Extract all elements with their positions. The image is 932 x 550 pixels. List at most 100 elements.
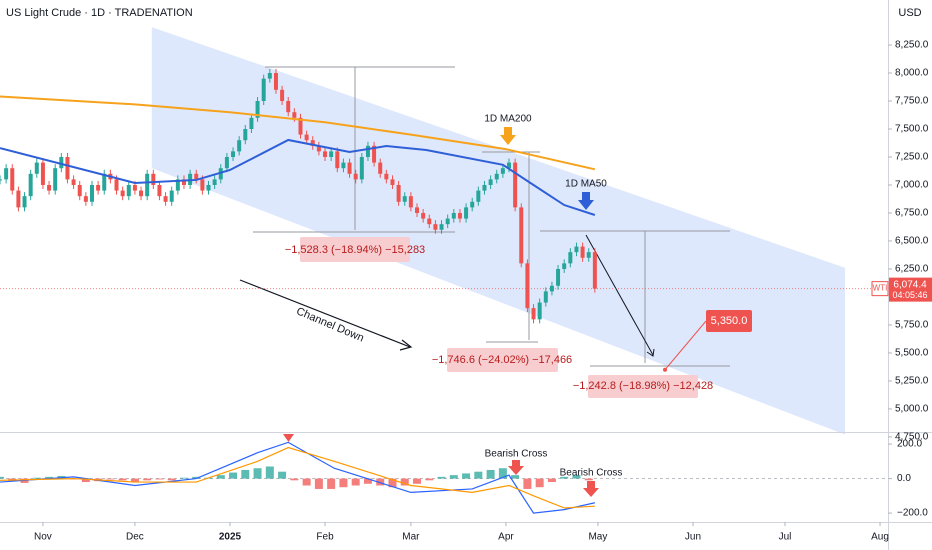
candle	[353, 173, 358, 180]
candle	[120, 190, 125, 197]
candle	[34, 162, 39, 174]
candle	[494, 173, 499, 180]
x-tick-label: Mar	[402, 532, 420, 543]
measure-label: −1,242.8 (−18.98%) −12,428	[573, 380, 713, 392]
candle	[421, 212, 426, 219]
candle	[157, 184, 162, 197]
target-label: 5,350.0	[711, 315, 748, 327]
histogram-bar	[167, 478, 176, 481]
candle	[525, 263, 530, 309]
histogram-bar	[474, 471, 483, 479]
histogram-bar	[511, 475, 520, 479]
candle	[396, 184, 401, 202]
candle	[341, 162, 346, 169]
histogram-bar	[130, 478, 139, 483]
candle	[181, 179, 186, 185]
candle	[237, 140, 242, 152]
histogram-bar	[425, 478, 434, 481]
axis-layer: 8,250.0 8,000.0 7,750.0 7,500.0 7,250.0 7,000…	[34, 40, 932, 543]
candle	[329, 151, 334, 157]
candle	[249, 117, 254, 129]
candle	[16, 190, 21, 208]
histogram-bar	[400, 478, 409, 486]
histogram-bar	[486, 469, 495, 479]
y-tick-label: 0.0	[897, 473, 911, 484]
macd-annotation: Bearish Cross	[485, 449, 548, 460]
histogram-bar	[290, 478, 299, 481]
y-tick-label: 7,000.0	[895, 180, 929, 191]
histogram-bar	[327, 478, 336, 489]
plot-layer: 5,350.0	[0, 69, 888, 514]
histogram-bar	[241, 469, 250, 479]
candle	[169, 190, 174, 202]
x-tick-label: Jun	[685, 532, 701, 543]
histogram-bar	[253, 468, 262, 479]
histogram-bar	[437, 476, 446, 479]
candle	[218, 168, 223, 180]
candle	[175, 179, 180, 191]
candle	[126, 184, 131, 197]
y-tick-label: 4,750.0	[895, 432, 929, 443]
candle	[316, 145, 321, 152]
histogram-bar	[523, 478, 532, 489]
y-tick-label: 200.0	[897, 439, 922, 450]
histogram-bar	[179, 477, 188, 479]
measure-box	[300, 237, 410, 262]
candle	[519, 207, 524, 264]
candle	[415, 207, 420, 213]
x-tick-label: Nov	[34, 532, 52, 543]
x-tick-label: Dec	[126, 532, 144, 543]
histogram-bar	[216, 475, 225, 479]
candle	[323, 151, 328, 157]
y-tick-label: 6,750.0	[895, 208, 929, 219]
candle	[59, 156, 64, 169]
histogram-bar	[535, 478, 544, 488]
candle	[408, 196, 413, 208]
signal-line	[0, 446, 595, 509]
candle	[402, 196, 407, 202]
histogram-bar	[413, 478, 422, 484]
candle	[445, 218, 450, 225]
candle	[4, 168, 9, 180]
candle	[292, 112, 297, 118]
candle	[22, 196, 27, 208]
histogram-bar	[314, 478, 323, 489]
x-tick-label: Aug	[871, 532, 889, 543]
arrow-head	[646, 348, 655, 357]
histogram-bar	[584, 478, 593, 481]
candle	[378, 162, 383, 174]
candle	[243, 128, 248, 141]
candle	[464, 207, 469, 219]
symbol-tag	[871, 281, 889, 297]
cross-arrow	[508, 460, 524, 475]
x-tick-label: Apr	[498, 532, 514, 543]
cross-arrow	[583, 481, 599, 497]
candle	[470, 201, 475, 208]
price-tag	[889, 277, 932, 302]
candle	[556, 268, 561, 286]
histogram-bar	[462, 473, 471, 479]
chart-title: US Light Crude · 1D · TRADENATION	[6, 7, 193, 19]
candle	[194, 173, 199, 180]
candle	[163, 196, 168, 202]
histogram-bar	[45, 476, 54, 479]
candle	[83, 196, 88, 202]
channel-arrow	[239, 279, 411, 348]
candle	[298, 117, 303, 135]
moving-average	[0, 138, 596, 216]
candle	[65, 156, 70, 180]
candle	[0, 179, 2, 181]
histogram-bar	[388, 478, 397, 488]
x-tick-label: Feb	[316, 532, 334, 543]
projection-line	[585, 234, 654, 356]
candle	[531, 308, 536, 320]
candle	[513, 162, 518, 208]
ma50-arrow	[578, 192, 594, 210]
candle	[451, 212, 456, 219]
target-connector	[664, 320, 707, 371]
channel	[151, 27, 846, 435]
countdown: 04:05:46	[892, 290, 927, 300]
candle	[476, 190, 481, 202]
candle	[212, 179, 217, 185]
candle	[280, 89, 285, 102]
